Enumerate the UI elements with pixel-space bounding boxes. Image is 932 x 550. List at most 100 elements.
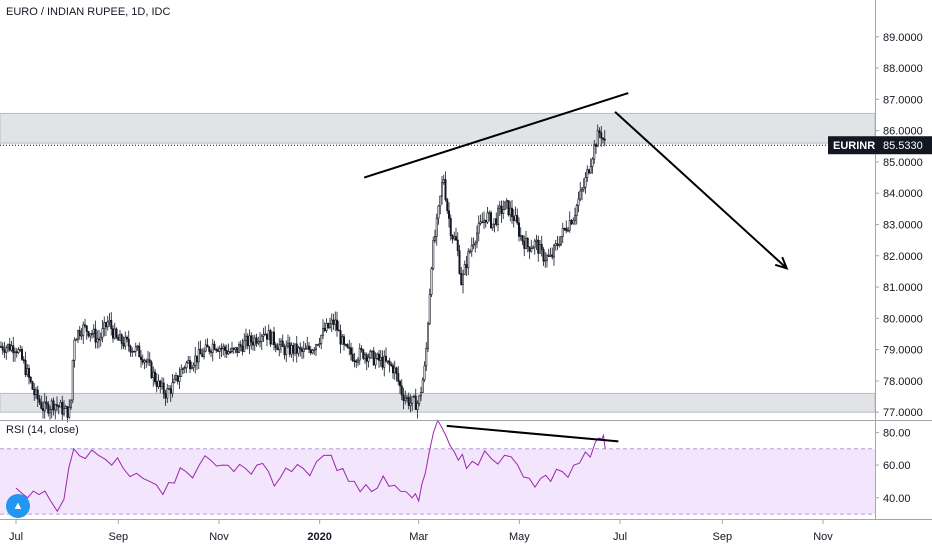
candle-body [563,227,566,230]
price-tick-label: 81.0000 [883,282,923,294]
candle-body [297,347,300,354]
candle-body [594,144,597,147]
candle-body [55,404,58,407]
rsi-tick-label: 60.00 [883,460,911,472]
rsi-divergence-line [446,424,619,443]
time-tick-label: Jul [9,531,23,543]
time-tick-label: May [509,531,530,543]
candle-body [475,232,478,244]
candle-body [300,348,303,352]
candle-body [446,199,449,212]
candle-body [82,324,85,336]
candle-body [537,239,540,254]
price-tick-label: 82.0000 [883,251,923,263]
candle-body [442,179,445,184]
candle-body [66,406,69,418]
candle-body [293,343,296,354]
price-tick-label: 88.0000 [883,63,923,75]
price-tick-label: 85.0000 [883,157,923,169]
forecast-arrow [614,111,788,270]
candle-body [211,343,214,353]
candle-body [231,347,234,352]
candle-body [472,244,475,247]
candle-body [236,347,239,353]
candle-body [178,376,181,382]
candle-body [0,346,2,348]
candle-body [31,381,34,390]
candle-body [598,130,601,134]
candle-body [164,393,167,399]
candle-body [108,320,111,323]
time-tick-label: 2020 [307,531,331,543]
candle-body [603,138,606,141]
candle-body [26,368,29,376]
candle-body [573,215,576,221]
candle-body [449,218,452,236]
candle-body [321,327,324,336]
candle-body [154,371,157,382]
candle-body [577,198,580,206]
candle-body [531,246,534,249]
candle-body [140,356,143,360]
rsi-label: RSI (14, close) [6,424,79,436]
candle-body [61,402,64,415]
candle-body [388,360,391,365]
tradingview-logo-icon[interactable]: ▲ [6,494,30,518]
candle-body [129,345,132,353]
candle-body [363,354,366,359]
candle-body [549,254,552,257]
last-price-label: 85.5330 [883,140,923,152]
candle-body [192,364,195,368]
candle-body [48,409,51,414]
candle-body [530,248,533,252]
candle-body [304,348,307,350]
candle-body [482,219,485,224]
candle-body [148,359,151,363]
candle-body [400,385,403,396]
candle-body [596,130,599,147]
candle-body [274,344,277,349]
candle-body [341,336,344,345]
candle-body [8,343,11,351]
candle-body [430,268,433,295]
candle-body [411,396,414,404]
candle-body [356,359,359,363]
price-zone [0,112,876,144]
candle-body [584,177,587,188]
candle-body [136,345,139,348]
candle-body [292,345,295,354]
candle-body [1,346,4,351]
candle-body [190,367,193,370]
candle-body [10,345,13,351]
candle-body [98,338,101,341]
candle-body [124,336,127,347]
candle-body [33,389,36,396]
candle-body [418,395,421,404]
candle-body [318,343,321,345]
candle-body [133,350,136,353]
candle-body [276,347,279,351]
candle-body [183,367,186,369]
rsi-tick-label: 80.00 [883,427,911,439]
candle-body [360,348,363,351]
candle-body [335,319,338,331]
candle-body [407,396,410,406]
candle-body [395,367,398,374]
candle-body [314,344,317,350]
candle-body [288,342,291,355]
candle-body [40,402,43,409]
candle-body [113,328,116,339]
candle-body [157,380,160,387]
candle-body [161,382,164,387]
candle-body [243,340,246,352]
candle-body [150,361,153,378]
candle-body [272,331,275,345]
candle-body [461,274,464,285]
candle-body [477,223,480,234]
candle-body [19,349,22,351]
candle-body [500,205,503,214]
candle-body [309,349,312,354]
candle-body [509,207,512,216]
candle-body [327,322,330,328]
